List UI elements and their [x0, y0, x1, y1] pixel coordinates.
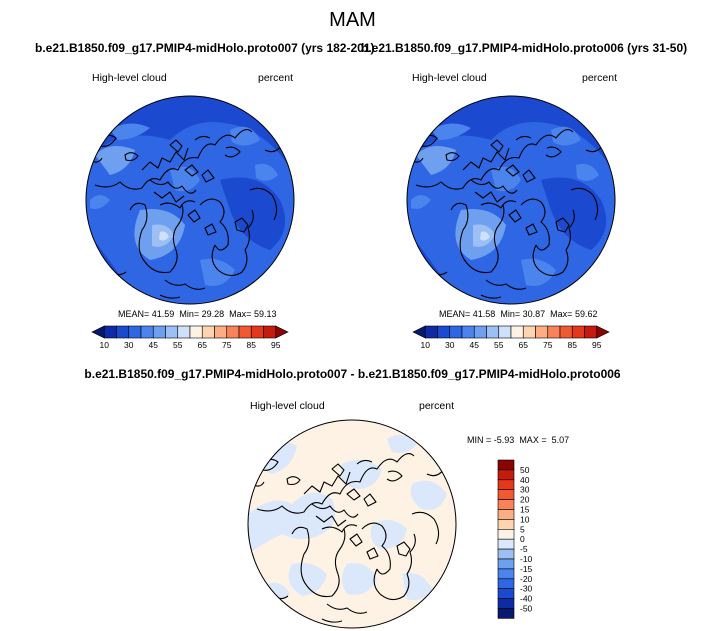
panel1-variable-label: High-level cloud: [92, 72, 167, 84]
panel1-colorbar-swatch-10: [214, 325, 228, 339]
panel2-colorbar-tick-label: 95: [592, 340, 602, 350]
panel2-colorbar-swatch-14: [584, 325, 598, 339]
panel1-colorbar-swatch-12: [238, 325, 252, 339]
difference-colorbar-swatch-7: [497, 528, 515, 540]
diff-stats: MIN = -5.93 MAX = 5.07: [467, 435, 570, 445]
difference-map: [247, 419, 457, 629]
panel2-colorbar-tick-label: 45: [470, 340, 480, 350]
panel1-colorbar-tick-label: 75: [222, 340, 232, 350]
difference-colorbar-swatch-9: [497, 548, 515, 560]
panel1-colorbar-swatch-9: [201, 325, 215, 339]
panel1-colorbar-tick-label: 65: [198, 340, 208, 350]
panel2-colorbar-tick-label: 85: [568, 340, 578, 350]
panel1-colorbar-tick-label: 95: [271, 340, 281, 350]
panel2-colorbar-swatch-13: [571, 325, 585, 339]
panel2-colorbar-swatch-15: [596, 325, 610, 339]
diff-units-label: percent: [419, 400, 455, 412]
difference-colorbar-tick-label: 40: [520, 475, 530, 485]
difference-title: b.e21.B1850.f09_g17.PMIP4-midHolo.proto0…: [84, 367, 621, 381]
panel2-case-title: b.e21.B1850.f09_g17.PMIP4-midHolo.proto0…: [361, 41, 688, 55]
panel2-units-label: percent: [582, 72, 618, 84]
difference-colorbar-tick-label: 20: [520, 495, 530, 505]
panel2-map: [406, 95, 616, 305]
panel1-case-title: b.e21.B1850.f09_g17.PMIP4-midHolo.proto0…: [35, 41, 375, 55]
difference-colorbar-tick-label: -30: [520, 584, 533, 594]
panel2-colorbar-swatch-8: [510, 325, 524, 339]
difference-colorbar-swatch-1: [497, 469, 515, 481]
panel1-stats: MEAN= 41.59 Min= 29.28 Max= 59.13: [118, 309, 277, 319]
difference-colorbar-swatch-12: [497, 578, 515, 589]
panel2-colorbar-swatch-10: [535, 325, 549, 339]
panel2-colorbar-swatch-6: [486, 325, 500, 339]
difference-colorbar-tick-label: 5: [520, 524, 525, 534]
difference-colorbar-swatch-15: [497, 608, 515, 619]
panel2-stats: MEAN= 41.58 Min= 30.87 Max= 59.62: [439, 309, 598, 319]
panel2-colorbar-swatch-12: [559, 325, 573, 339]
difference-colorbar-swatch-14: [497, 598, 515, 609]
panel1-colorbar-swatch-4: [140, 325, 154, 339]
panel2-colorbar-swatch-2: [437, 325, 451, 339]
panel1-colorbar-tick-label: 10: [100, 340, 110, 350]
panel2-colorbar-swatch-9: [522, 325, 536, 339]
difference-colorbar-swatch-13: [497, 588, 515, 599]
difference-colorbar-tick-label: 30: [520, 485, 530, 495]
panel2-colorbar-tick-label: 10: [421, 340, 431, 350]
panel2-colorbar-swatch-4: [461, 325, 475, 339]
difference-colorbar-tick-label: 15: [520, 505, 530, 515]
difference-colorbar-swatch-8: [497, 538, 515, 550]
panel1-colorbar-swatch-0: [91, 325, 105, 339]
panel1-colorbar-swatch-15: [275, 325, 289, 339]
difference-colorbar-tick-label: -40: [520, 594, 533, 604]
panel2-colorbar-tick-label: 75: [543, 340, 553, 350]
panel2-variable-label: High-level cloud: [412, 72, 487, 84]
figure-title: MAM: [329, 9, 376, 31]
panel1-colorbar-swatch-11: [226, 325, 240, 339]
panel2-colorbar-tick-label: 65: [519, 340, 529, 350]
difference-colorbar-tick-label: -20: [520, 574, 533, 584]
panel1-colorbar-swatch-14: [263, 325, 277, 339]
panel1-colorbar-swatch-5: [152, 325, 166, 339]
panel1-colorbar-tick-label: 45: [149, 340, 159, 350]
panel2-colorbar-swatch-11: [547, 325, 561, 339]
panel1-colorbar-swatch-8: [189, 325, 203, 339]
panel2-colorbar-swatch-3: [449, 325, 463, 339]
difference-colorbar-swatch-10: [497, 558, 515, 570]
panel1-colorbar-swatch-6: [165, 325, 179, 339]
difference-colorbar-tick-label: -50: [520, 604, 533, 614]
panel1-colorbar-swatch-2: [116, 325, 130, 339]
difference-colorbar-swatch-3: [497, 489, 515, 500]
panel1-units-label: percent: [258, 72, 294, 84]
panel2-colorbar-swatch-0: [412, 325, 426, 339]
difference-colorbar-tick-label: 50: [520, 465, 530, 475]
difference-colorbar-tick-label: -15: [520, 564, 533, 574]
panel2-colorbar-swatch-7: [498, 325, 512, 339]
difference-colorbar-swatch-2: [497, 479, 515, 490]
difference-colorbar-swatch-11: [497, 568, 515, 580]
panel2-colorbar-tick-label: 30: [445, 340, 455, 350]
panel1-colorbar-tick-label: 30: [124, 340, 134, 350]
difference-colorbar-tick-label: 0: [520, 534, 525, 544]
difference-colorbar-swatch-0: [497, 459, 515, 471]
panel1-map: [85, 95, 295, 305]
panel1-colorbar-swatch-7: [177, 325, 191, 339]
panel1-colorbar-swatch-1: [103, 325, 117, 339]
difference-colorbar-tick-label: -5: [520, 544, 528, 554]
difference-colorbar-tick-label: 10: [520, 514, 530, 524]
panel1-colorbar-tick-label: 85: [247, 340, 257, 350]
panel2-colorbar: 10 30 45 55 65 75 85 95: [412, 325, 610, 350]
panel2-colorbar-swatch-1: [424, 325, 438, 339]
panel2-colorbar-tick-label: 55: [494, 340, 504, 350]
difference-colorbar-swatch-5: [497, 509, 515, 520]
panel1-colorbar-swatch-3: [128, 325, 142, 339]
difference-colorbar-swatch-6: [497, 519, 515, 530]
panel1-colorbar: 10 30 45 55 65 75 85 95: [91, 325, 289, 350]
panel2-colorbar-swatch-5: [473, 325, 487, 339]
panel1-colorbar-tick-label: 55: [173, 340, 183, 350]
panel1-colorbar-swatch-13: [250, 325, 264, 339]
difference-colorbar-tick-label: -10: [520, 554, 533, 564]
difference-colorbar-swatch-4: [497, 499, 515, 510]
diff-variable-label: High-level cloud: [250, 400, 325, 412]
